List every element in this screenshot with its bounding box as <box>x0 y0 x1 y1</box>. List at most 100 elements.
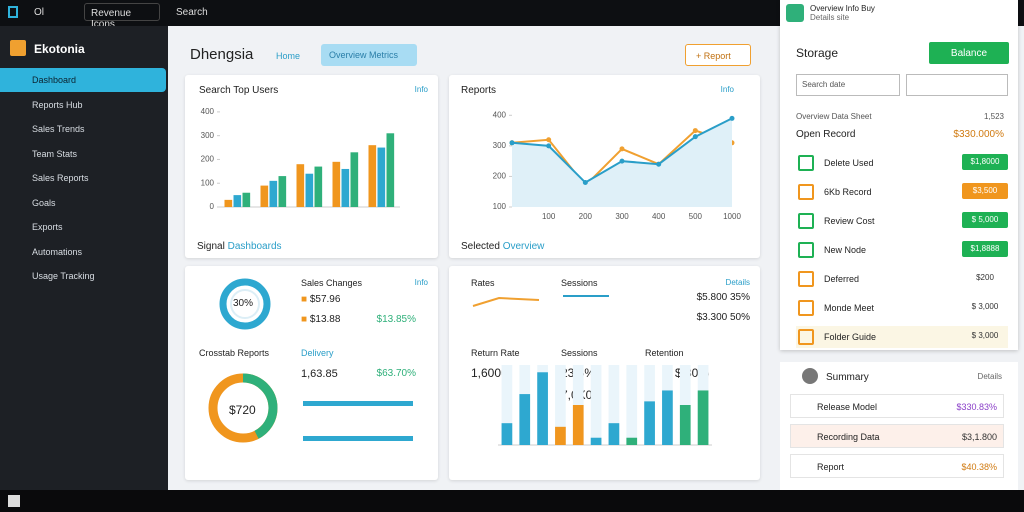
nav-item[interactable]: Usage Tracking <box>32 271 95 281</box>
row-icon <box>798 155 814 171</box>
total: 1,63.85 <box>301 368 338 380</box>
card: Reports Info Selected Overview <box>449 75 760 258</box>
pct: $63.70% <box>376 368 416 379</box>
nav-item[interactable]: Reports Hub <box>32 99 83 110</box>
progress <box>303 436 413 441</box>
nav-item[interactable]: Automations <box>32 246 83 257</box>
row-label: New Node <box>824 245 867 255</box>
summary-row: Release Model $330.83% <box>790 394 1004 418</box>
panel-icon <box>786 4 804 22</box>
big-stat: 23.6% <box>561 366 596 380</box>
sidebar: Ekotonia Dashboard Reports Hub Sales Trend… <box>0 26 168 490</box>
panel-title: Storage <box>796 46 839 60</box>
row-badge: $1,8000 <box>962 154 1008 170</box>
card-title: Crosstab Reports <box>199 348 270 358</box>
overview-button[interactable]: Overview Metrics <box>321 44 417 66</box>
big-stat: 7,0X0 <box>561 388 593 402</box>
list-row: 6Kb Record $3,500 <box>796 181 1008 203</box>
rate: $5.800 35% <box>696 292 750 303</box>
stat-value: $13.88 <box>309 314 341 325</box>
input[interactable]: Search date <box>796 74 900 96</box>
footer-link[interactable]: Overview <box>502 241 545 252</box>
list-row: Folder Guide $ 3,000 <box>796 326 1008 348</box>
row-label: Report <box>817 462 845 472</box>
row-label: Deferred <box>824 274 860 284</box>
row-icon <box>798 213 814 229</box>
list-head: Overview Data Sheet <box>796 112 872 121</box>
card-link[interactable]: Info <box>414 278 428 287</box>
nav-item[interactable]: Exports <box>32 222 63 232</box>
list-row: Delete Used $1,8000 <box>796 152 1008 174</box>
list-row: Monde Meet $ 3,000 <box>796 297 1008 319</box>
card-link[interactable]: Info <box>414 85 428 94</box>
footer: Signal <box>197 241 225 252</box>
summary-title: Summary <box>826 372 869 383</box>
menu-dropdown[interactable]: Revenue Icons <box>84 3 160 30</box>
sparkline <box>472 295 609 307</box>
label: Retention <box>645 348 684 358</box>
row-badge: $ 5,000 <box>962 212 1008 228</box>
stat: ■ $57.96 <box>301 294 341 305</box>
nav-item[interactable]: Sales Trends <box>32 124 85 134</box>
donut <box>208 373 278 443</box>
card-footer: Selected Overview <box>461 241 544 252</box>
label: Sessions <box>561 348 598 358</box>
card-title: Reports <box>461 85 497 96</box>
summary-link[interactable]: Details <box>977 372 1002 381</box>
stat-value: $57.96 <box>309 294 341 305</box>
input[interactable] <box>906 74 1008 96</box>
card-link[interactable]: Info <box>720 85 734 94</box>
row-icon <box>798 271 814 287</box>
list-row: Review Cost $ 5,000 <box>796 210 1008 232</box>
row-label: Recording Data <box>817 432 880 442</box>
row-badge: $3,500 <box>962 183 1008 199</box>
row-label: 6Kb Record <box>824 187 872 197</box>
start-icon[interactable] <box>8 495 20 507</box>
card-link[interactable]: Delivery <box>301 348 334 358</box>
card-link[interactable]: Details <box>725 278 750 287</box>
logo-icon <box>8 6 18 18</box>
donut-label: $720 <box>229 403 256 417</box>
card-footer: Signal Dashboards <box>197 241 282 252</box>
nav-item[interactable]: Team Stats <box>32 148 78 159</box>
row-value: $3,1.800 <box>961 432 997 442</box>
app-name: Ol <box>34 7 44 18</box>
nav-item[interactable]: Dashboard <box>0 68 166 92</box>
rate: $3.300 50% <box>696 312 750 323</box>
donut-label: 30% <box>233 298 254 309</box>
tab[interactable]: Home <box>276 51 301 61</box>
stat-change: $13.85% <box>376 314 416 325</box>
row-icon <box>798 242 814 258</box>
card-title: Rates <box>471 278 495 288</box>
row-badge: $ 3,000 <box>971 331 999 340</box>
row-value: $40.38% <box>961 462 997 472</box>
avatar <box>802 368 818 384</box>
search[interactable]: Search <box>176 7 208 18</box>
balance-button[interactable]: Balance <box>929 42 1009 64</box>
row-badge: $200 <box>976 273 994 282</box>
row-value: $330.83% <box>956 402 997 412</box>
row-badge: $ 3,000 <box>971 302 999 311</box>
report-button[interactable]: + Report <box>685 44 751 66</box>
footer-link[interactable]: Dashboards <box>227 241 282 252</box>
list-row: Deferred $200 <box>796 268 1008 290</box>
brand-icon <box>10 40 26 56</box>
page-title: Dhengsia <box>190 46 254 63</box>
brand: Ekotonia <box>34 42 85 56</box>
nav-item[interactable]: Goals <box>32 197 56 208</box>
nav-item[interactable]: Sales Reports <box>32 173 89 183</box>
card-title: Search Top Users <box>199 85 279 96</box>
side-panel: Overview Info Buy Details site Storage B… <box>780 0 1018 350</box>
row-label: Review Cost <box>824 216 875 226</box>
taskbar <box>0 490 1024 512</box>
stat: ■ $13.88 <box>301 314 341 325</box>
row-label: Folder Guide <box>824 332 877 342</box>
summary-panel: Summary Details Release Model $330.83% Rec… <box>780 362 1018 490</box>
row-icon <box>798 329 814 345</box>
card: 30% Sales Changes Info ■ $57.96 ■ $13.88… <box>185 266 438 480</box>
panel-sub: Details site <box>810 13 850 22</box>
label: Sessions <box>561 278 598 288</box>
row-badge: $1,8888 <box>962 241 1008 257</box>
row-label: Delete Used <box>824 158 874 168</box>
